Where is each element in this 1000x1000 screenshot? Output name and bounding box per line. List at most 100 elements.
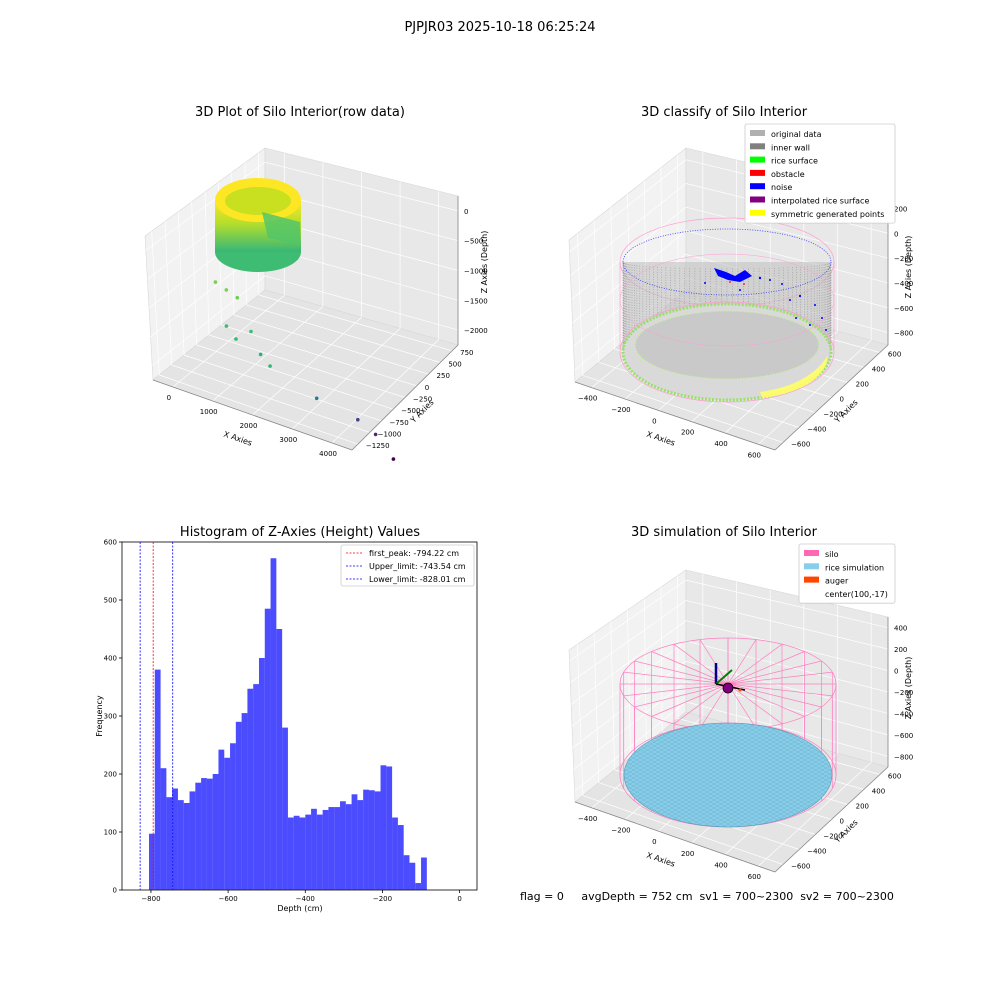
y-tick-label: 0 (425, 384, 429, 392)
z-tick-label: −200 (894, 255, 913, 263)
z-tick-label: 400 (894, 625, 907, 633)
y-tick-label: 400 (104, 655, 117, 663)
histogram-title: Histogram of Z-Axies (Height) Values (180, 525, 420, 540)
z-tick-label: 0 (894, 230, 898, 238)
legend-swatch (750, 183, 765, 190)
y-tick-label: −600 (791, 863, 810, 871)
z-tick-label: −800 (894, 330, 913, 338)
histogram-bar (183, 803, 190, 890)
y-tick-label: −200 (823, 411, 842, 419)
histogram-bar (334, 807, 341, 890)
histogram-bar (392, 817, 398, 890)
x-tick-label: −200 (373, 895, 392, 903)
y-tick-label: 600 (888, 773, 901, 781)
histogram-bar (177, 800, 184, 890)
x-tick-label: −200 (611, 827, 630, 835)
x-axis-line (574, 801, 776, 873)
x-tick-label: −400 (578, 815, 597, 823)
legend-label: rice simulation (825, 563, 884, 572)
legend: first_peak: -794.22 cm Upper_limit: -743.… (340, 544, 475, 587)
status-line: flag = 0 avgDepth = 752 cm sv1 = 700~230… (520, 890, 894, 903)
y-tick-label: −250 (413, 396, 432, 404)
raw-point-cloud (215, 178, 301, 272)
histogram-bar (235, 721, 242, 890)
z-tick-label: −1500 (464, 297, 488, 305)
x-tick-label: 400 (714, 440, 727, 448)
x-axis-line (574, 381, 776, 451)
panel-classify-3d: 3D classify of Silo Interior (568, 105, 913, 459)
noise-points (704, 268, 827, 331)
wall-top-edge (622, 228, 832, 296)
y-tick-label: 0 (113, 887, 117, 895)
histogram-bar (421, 857, 427, 890)
histogram-bar (368, 790, 375, 890)
y-tick-label: 100 (104, 829, 117, 837)
y-axis-line (774, 344, 889, 451)
panel-histogram: Histogram of Z-Axies (Height) Values −80… (95, 525, 478, 913)
rice-surface-inner (634, 310, 820, 380)
auger (714, 663, 746, 694)
legend-box (340, 544, 475, 587)
histogram-bar (160, 768, 167, 890)
legend-label: obstacle (771, 170, 805, 179)
legend-label: Lower_limit: -828.01 cm (369, 575, 466, 584)
legend-label: rice surface (771, 157, 818, 166)
simulation-model (619, 637, 837, 828)
y-tick-label: −600 (791, 441, 810, 449)
legend-swatch (750, 130, 765, 136)
y-tick-label: 200 (856, 803, 869, 811)
y-tick-label: −750 (389, 419, 408, 427)
z-tick-label: −1000 (464, 268, 488, 276)
outlier-point (224, 324, 229, 328)
z-tick-label: −2000 (464, 327, 488, 335)
legend-label: center(100,-17) (825, 590, 888, 599)
x-tick-label: 0 (652, 838, 656, 846)
x-tick-label: −200 (611, 406, 630, 414)
obstacle-points (729, 281, 745, 285)
outlier-point (234, 337, 238, 341)
histogram-bar (212, 774, 219, 890)
x-tick-label: −800 (141, 895, 160, 903)
x-axis-label: X Axies (645, 851, 676, 869)
z-tick-label: −800 (894, 753, 913, 761)
y-tick-label: 250 (437, 372, 450, 380)
y-tick-label: 0 (840, 396, 844, 404)
y-axis-line (774, 766, 889, 873)
legend-label: first_peak: -794.22 cm (369, 549, 459, 558)
x-axis-label: X Axies (222, 430, 253, 448)
histogram-bar (206, 778, 213, 890)
z-axis-label: Z Axies (Depth) (480, 231, 489, 294)
y-tick-label: 200 (104, 771, 117, 779)
legend-swatch (750, 196, 765, 203)
histogram-bar (340, 801, 346, 890)
histogram-bar (311, 808, 317, 890)
reference-lines (139, 542, 174, 890)
legend-label: original data (771, 130, 822, 139)
x-tick-label: 200 (681, 850, 694, 858)
histogram-bar (195, 782, 202, 890)
legend-box (744, 123, 896, 224)
x-tick-label: −400 (578, 395, 597, 403)
legend-label: inner wall (771, 143, 810, 152)
y-tick-label: 500 (448, 361, 461, 369)
z-tick-label: 0 (894, 668, 898, 676)
legend-label: Upper_limit: -743.54 cm (369, 562, 466, 571)
suptitle: PJPJR03 2025-10-18 06:25:24 (404, 20, 595, 35)
histogram-bar (224, 757, 231, 890)
z-axis-label: Z Axies (Depth) (904, 236, 913, 299)
histogram-bar (322, 809, 329, 890)
y-tick-label: 200 (856, 381, 869, 389)
histogram-bar (166, 797, 173, 890)
x-tick-label: 0 (167, 394, 171, 402)
histogram-bar (201, 778, 207, 890)
outlier-point (235, 295, 240, 300)
z-tick-label: 0 (464, 208, 468, 216)
histogram-bar (351, 794, 358, 890)
legend-swatch (750, 209, 765, 216)
z-tick-label: −600 (894, 732, 913, 740)
histogram-bar (282, 727, 288, 890)
z-tick-label: −500 (464, 238, 483, 246)
legend-label: silo (825, 550, 839, 559)
histogram-bar (189, 791, 196, 890)
